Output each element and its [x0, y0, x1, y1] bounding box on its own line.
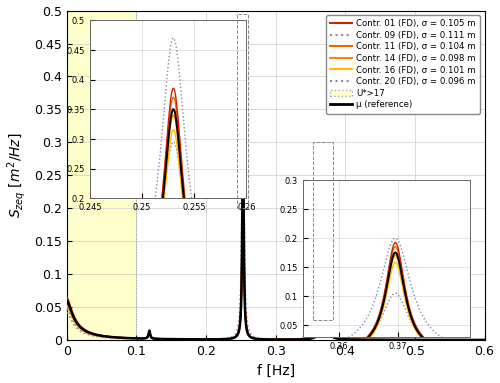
Y-axis label: $S_{zeq}\ [m^2/Hz]$: $S_{zeq}\ [m^2/Hz]$ — [6, 133, 28, 218]
Legend: Contr. 01 (FD), σ = 0.105 m, Contr. 09 (FD), σ = 0.111 m, Contr. 11 (FD), σ = 0.: Contr. 01 (FD), σ = 0.105 m, Contr. 09 (… — [326, 15, 480, 113]
Bar — [314, 142, 333, 320]
Bar — [67, 11, 136, 340]
Bar — [238, 14, 248, 208]
X-axis label: f [Hz]: f [Hz] — [256, 363, 295, 377]
